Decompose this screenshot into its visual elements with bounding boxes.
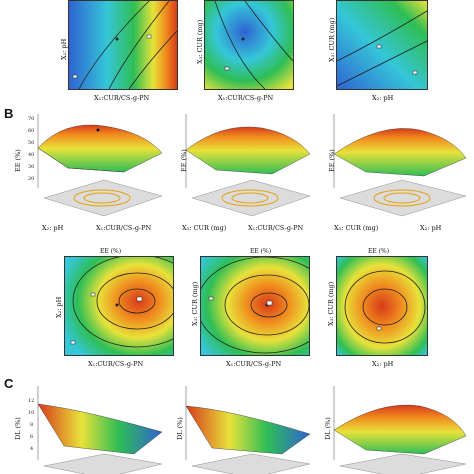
row2-zlabel-3: EE (%)	[328, 149, 336, 172]
row2-ztick: 30	[28, 164, 35, 170]
contour-plot-ee-3	[336, 256, 428, 356]
row1-xlabel-1: X₁:CUR/CS-g-PN	[94, 94, 150, 102]
row3-ylabel-2: X₃: CUR (mg)	[191, 281, 199, 326]
row2-base-right-2: X₁:CUR/CS-g-PN	[248, 224, 304, 232]
row3-xlabel-3: X₂: pH	[372, 360, 394, 368]
row1-xlabel-3: X₂: pH	[372, 94, 394, 102]
row3-xlabel-1: X₁:CUR/CS-g-PN	[88, 360, 144, 368]
panel-label-c: C	[4, 376, 14, 391]
row2-ztick: 70	[28, 116, 35, 122]
row1-ylabel-2: X₃: CUR (mg)	[196, 19, 204, 64]
row4-zlabel-1: DL (%)	[14, 417, 22, 440]
row4-zlabel-2: DL (%)	[176, 417, 184, 440]
surface-plot-ee-2	[185, 114, 311, 217]
row4-zlabel-3: DL (%)	[324, 417, 332, 440]
row1-ylabel-1: X₂: pH	[60, 38, 68, 60]
surface-plot-dl-3	[333, 386, 467, 474]
surface-plot-dl-2	[185, 386, 311, 474]
contour-plot-1c	[336, 0, 428, 90]
row2-ztick: 50	[28, 140, 35, 146]
row2-base-left-3: X₃: CUR (mg)	[334, 224, 379, 232]
row2-base-right-3: X₂: pH	[420, 224, 442, 232]
contour-plot-1a	[68, 0, 178, 90]
row2-ztick: 60	[28, 128, 35, 134]
row3-ylabel-1: X₂: pH	[55, 296, 63, 318]
contour-plot-1b	[204, 0, 294, 90]
row4-ztick: 10	[28, 410, 35, 416]
row4-ztick: 4	[30, 446, 34, 452]
surface-plot-ee-3	[333, 114, 467, 217]
row2-zlabel-1: EE (%)	[14, 149, 22, 172]
surface-plot-ee-1	[37, 114, 163, 217]
row2-base-right-1: X₁:CUR/CS-g-PN	[96, 224, 152, 232]
row3-xlabel-2: X₁:CUR/CS-g-PN	[226, 360, 282, 368]
row2-ztick: 40	[28, 152, 35, 158]
row4-ztick: 6	[30, 434, 34, 440]
panel-label-b: B	[4, 106, 14, 121]
row3-title-3: EE (%)	[368, 248, 390, 255]
row2-zlabel-2: EE (%)	[180, 149, 188, 172]
contour-plot-ee-1	[64, 256, 174, 356]
row3-title-2: EE (%)	[250, 248, 272, 255]
contour-plot-ee-2	[200, 256, 310, 356]
row3-ylabel-3: X₃: CUR (mg)	[327, 281, 335, 326]
row2-base-left-2: X₃: CUR (mg)	[182, 224, 227, 232]
row4-ztick: 12	[28, 398, 35, 404]
row1-xlabel-2: X₁:CUR/CS-g-PN	[218, 94, 274, 102]
surface-plot-dl-1	[37, 386, 163, 474]
row1-ylabel-3: X₃: CUR (mg)	[328, 17, 336, 62]
row2-base-left-1: X₂: pH	[42, 224, 64, 232]
row3-title-1: EE (%)	[100, 248, 122, 255]
row4-ztick: 8	[30, 422, 34, 428]
row2-ztick: 20	[28, 176, 35, 182]
